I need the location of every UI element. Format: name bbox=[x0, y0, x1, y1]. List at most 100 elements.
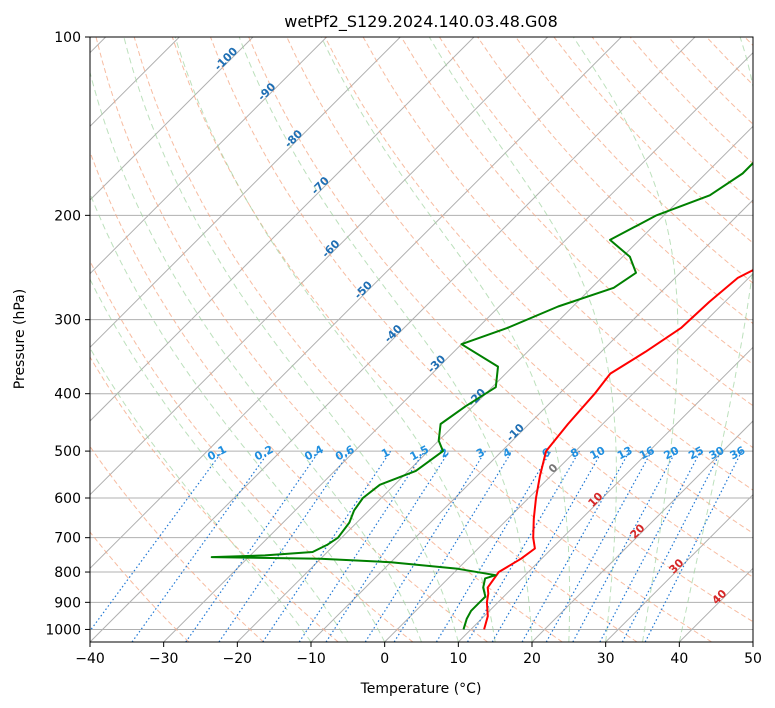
dry-adiabat-line bbox=[133, 37, 638, 642]
mixing-ratio-label: 36 bbox=[728, 444, 748, 463]
dry-adiabat-line bbox=[90, 445, 264, 642]
x-tick-label: −30 bbox=[149, 651, 179, 667]
moist-adiabat-line bbox=[428, 37, 617, 642]
x-tick-label: 50 bbox=[744, 651, 762, 667]
isotherm-line bbox=[531, 420, 753, 642]
isotherm-label: 40 bbox=[709, 587, 729, 607]
mixing-ratio-label: 1.5 bbox=[408, 443, 431, 464]
y-tick-label: 200 bbox=[54, 208, 81, 224]
y-tick-label: 300 bbox=[54, 313, 81, 329]
mixing-ratio-line bbox=[325, 450, 450, 642]
dry-adiabat-line bbox=[90, 531, 190, 642]
mixing-ratio-line bbox=[599, 450, 702, 642]
dry-adiabat-line bbox=[324, 37, 753, 491]
y-tick-label: 1000 bbox=[45, 622, 81, 638]
plot-frame bbox=[89, 36, 754, 643]
isotherm-label: -40 bbox=[382, 322, 405, 345]
mixing-ratio-line bbox=[545, 450, 653, 642]
isotherm-line bbox=[384, 272, 753, 642]
isotherm-line bbox=[90, 37, 475, 422]
isotherm-label: -70 bbox=[309, 174, 332, 197]
isotherm-label: 20 bbox=[628, 521, 648, 541]
moist-adiabat-line bbox=[90, 278, 349, 642]
x-tick-label: 0 bbox=[380, 651, 389, 667]
moist-adiabat-line bbox=[123, 37, 459, 642]
mixing-ratio-label: 3 bbox=[474, 446, 487, 461]
temperature-profile-line bbox=[483, 268, 753, 630]
background-reference-lines bbox=[90, 37, 753, 642]
mixing-ratio-label: 25 bbox=[686, 444, 706, 463]
dry-adiabat-line bbox=[744, 37, 753, 47]
mixing-ratio-line bbox=[435, 450, 552, 642]
mixing-ratio-label: 20 bbox=[662, 444, 682, 463]
isotherm-line bbox=[90, 37, 622, 570]
x-tick-label: 20 bbox=[523, 651, 541, 667]
dry-adiabat-line bbox=[706, 37, 753, 86]
x-axis-title: Temperature (°C) bbox=[360, 681, 482, 697]
mixing-ratio-line bbox=[572, 450, 677, 642]
isotherm-line bbox=[90, 37, 549, 496]
mixing-ratio-label: 1 bbox=[379, 446, 392, 461]
x-tick-label: 40 bbox=[670, 651, 688, 667]
mixing-ratio-line bbox=[218, 450, 351, 642]
mixing-ratio-line bbox=[262, 450, 392, 642]
mixing-ratio-label: 16 bbox=[637, 444, 657, 463]
mixing-ratio-line bbox=[393, 450, 513, 642]
mixing-ratio-label: 10 bbox=[588, 444, 608, 463]
isotherm-label: 30 bbox=[666, 556, 686, 576]
mixing-ratio-line bbox=[521, 450, 631, 642]
dry-adiabat-line bbox=[591, 37, 753, 204]
y-axis: 1000 900 800 700 600 500 400 300 200 100 bbox=[45, 30, 90, 638]
isotherm-label: -50 bbox=[352, 278, 375, 301]
moist-adiabat-line bbox=[678, 37, 753, 642]
isotherm-line bbox=[752, 641, 753, 642]
mixing-ratio-line bbox=[185, 450, 320, 642]
dry-adiabat-line bbox=[438, 37, 753, 366]
moist-adiabat-line bbox=[572, 37, 679, 642]
mixing-ratio-label: 0.4 bbox=[302, 443, 326, 464]
profile-series bbox=[210, 161, 753, 630]
y-tick-label: 900 bbox=[54, 595, 81, 611]
moist-adiabat-line bbox=[174, 37, 496, 642]
mixing-ratio-label: 30 bbox=[707, 444, 727, 463]
dry-adiabat-line bbox=[90, 259, 414, 642]
isotherm-line bbox=[457, 346, 753, 642]
isotherm-line bbox=[90, 37, 254, 201]
mixing-ratio-line bbox=[90, 450, 223, 632]
x-tick-label: −40 bbox=[75, 651, 105, 667]
x-tick-label: −10 bbox=[296, 651, 326, 667]
dry-adiabat-line bbox=[515, 37, 753, 284]
dry-adiabat-line bbox=[90, 356, 339, 642]
isotherm-line bbox=[90, 37, 328, 275]
mixing-ratio-line bbox=[621, 450, 722, 642]
y-tick-label: 700 bbox=[54, 531, 81, 547]
isotherm-line bbox=[90, 37, 696, 642]
y-axis-title: Pressure (hPa) bbox=[12, 289, 28, 389]
moist-adiabat-line bbox=[90, 192, 386, 642]
moist-adiabat-line bbox=[238, 37, 533, 642]
isotherm-line bbox=[90, 37, 401, 349]
isotherm-line bbox=[163, 51, 753, 642]
y-tick-label: 500 bbox=[54, 444, 81, 460]
dry-adiabat-line bbox=[248, 37, 753, 578]
moist-adiabat-line bbox=[90, 70, 422, 642]
chart-title: wetPf2_S129.2024.140.03.48.G08 bbox=[284, 12, 558, 32]
dry-adiabat-line bbox=[668, 37, 753, 125]
x-axis: −40 −30 −20 −10 0 10 20 30 40 50 bbox=[75, 642, 762, 667]
isotherm-line bbox=[678, 567, 753, 642]
isotherm-label: -20 bbox=[465, 386, 488, 409]
dry-adiabat-line bbox=[171, 37, 712, 642]
isotherm-line bbox=[605, 493, 753, 642]
y-tick-label: 400 bbox=[54, 387, 81, 403]
mixing-ratio-line bbox=[466, 450, 580, 642]
dewpoint-profile-line bbox=[210, 161, 753, 630]
dry-adiabat-line bbox=[210, 37, 753, 623]
isotherm-label: 10 bbox=[586, 490, 606, 510]
moist-adiabat-line bbox=[90, 347, 312, 642]
isotherm-line bbox=[310, 199, 753, 642]
reference-line-labels: 0.1 0.2 0.4 0.6 1 1.5 2 3 4 6 8 10 13 16 20 25 30 36-100-… bbox=[205, 44, 747, 607]
dry-adiabat-line bbox=[400, 37, 753, 407]
mixing-ratio-line bbox=[364, 450, 486, 642]
dry-adiabat-line bbox=[95, 37, 563, 642]
